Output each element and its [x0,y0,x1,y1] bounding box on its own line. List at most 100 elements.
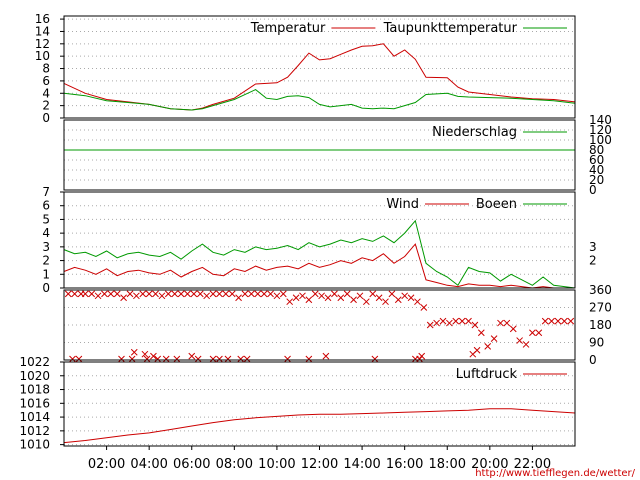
data-point [284,355,291,363]
data-point [267,290,274,298]
data-point [394,296,402,304]
y-tick-label: 1012 [19,424,50,438]
x-tick-label: 14:00 [343,457,380,472]
y-tick-label-right: 180 [589,318,612,332]
data-point [88,290,96,298]
data-point [260,290,268,298]
data-point [516,337,523,344]
data-point [101,290,108,298]
source-url: http://www.tiefflegen.de/wetter/ [475,468,635,479]
data-point [414,298,421,306]
y-tick-label-right: 0 [589,183,597,197]
x-tick-label: 20:00 [471,457,508,472]
y-tick-label: 1 [42,267,50,281]
data-point [107,290,115,298]
legend-label: Luftdruck [456,367,518,382]
data-point [407,294,415,302]
y-tick-label: 3 [42,240,50,254]
y-tick-label: 10 [35,49,50,63]
series-line-temperatur [63,43,576,111]
data-point [509,325,517,333]
data-point [286,298,294,306]
data-point [177,290,185,298]
data-point [173,355,181,363]
data-point [126,290,134,298]
data-point [139,290,147,298]
data-point [465,317,472,325]
y-tick-label: 8 [42,62,50,76]
data-point [305,355,313,363]
data-point [541,317,549,325]
y-tick-label-right: 2 [589,254,597,268]
data-point [203,292,211,300]
data-point [371,355,379,363]
data-point [273,292,281,300]
data-point [113,290,121,298]
series-line-luftdruck [63,408,576,444]
y-tick-label: 14 [35,24,50,38]
data-point [150,352,157,360]
data-point [216,355,223,363]
data-point [222,290,230,298]
data-point [401,292,409,300]
data-point [143,355,151,363]
y-tick-label-right: 0 [589,353,597,367]
data-point [194,355,202,363]
data-point [71,290,78,298]
data-point [416,355,423,363]
data-point [343,290,351,298]
data-point [118,355,125,363]
data-point [152,290,159,298]
x-tick-label: 08:00 [216,457,253,472]
data-point [433,319,440,327]
data-point [418,352,426,360]
data-point [388,290,396,298]
x-tick-label: 18:00 [429,457,466,472]
data-point [292,294,300,302]
data-point [171,290,179,298]
data-point [477,329,485,337]
data-point [529,329,536,337]
y-tick-label: 2 [42,254,50,268]
data-point [554,317,562,325]
y-tick-label: 5 [42,212,50,226]
data-point [356,292,364,300]
data-point [382,298,389,306]
y-tick-label: 16 [35,12,50,26]
x-tick-label: 22:00 [514,457,551,472]
data-point [446,319,453,327]
x-tick-label: 16:00 [386,457,423,472]
data-point [375,294,383,302]
y-tick-label: 0 [42,111,50,125]
data-point [548,317,555,325]
x-tick-label: 10:00 [258,457,295,472]
x-tick-label: 04:00 [130,457,167,472]
data-point [248,290,255,298]
y-tick-label-right: 100 [589,133,612,147]
y-tick-label-right: 60 [589,153,604,167]
y-tick-label: 2 [42,99,50,113]
series-line-wind [63,243,575,289]
data-point [235,294,242,302]
y-tick-label-right: 80 [589,143,604,157]
data-point [254,290,262,298]
data-point [145,290,153,298]
data-point [522,341,530,348]
y-tick-label: 6 [42,74,50,88]
data-point [362,298,370,306]
data-point [324,294,332,302]
y-tick-label-right: 120 [589,123,612,137]
data-point [439,317,447,325]
panel-frame [63,191,576,289]
series-line-boeen [63,219,576,289]
data-point [473,346,481,354]
x-tick-label: 02:00 [88,457,125,472]
data-point [154,355,162,363]
legend-label: Niederschlag [432,125,517,140]
panel-frame [63,119,576,191]
y-tick-label: 1016 [19,396,50,410]
data-point [190,290,198,298]
y-tick-label: 4 [42,86,50,100]
legend-label: Wind [386,197,419,212]
